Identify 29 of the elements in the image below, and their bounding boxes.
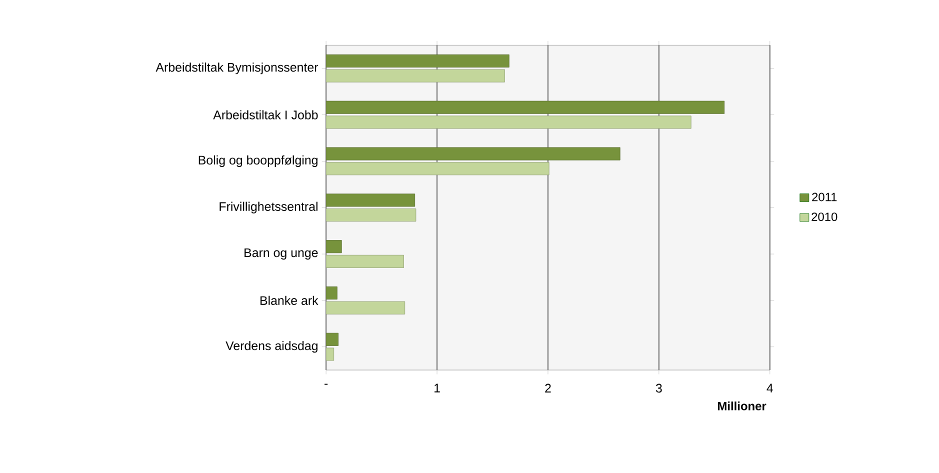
bar	[326, 332, 338, 346]
bar	[326, 116, 692, 129]
y-tick-label: Blanke ark	[260, 296, 318, 305]
bar	[326, 254, 404, 268]
bar	[326, 147, 620, 160]
bar	[326, 162, 550, 176]
bar	[326, 208, 416, 222]
x-tick-label: 2	[545, 384, 551, 392]
bar	[326, 100, 725, 114]
x-tick-label: 3	[656, 384, 662, 393]
y-tick-label: Verdens aidsdag	[226, 340, 318, 353]
y-tick-label: Arbeidstiltak Bymisjonssenter	[156, 62, 318, 74]
x-tick-label: -	[324, 384, 328, 385]
bar	[326, 194, 416, 207]
x-tick-label: 4	[766, 384, 773, 392]
bar	[326, 240, 342, 254]
bar	[326, 348, 334, 361]
legend-label: 2011	[812, 192, 837, 202]
x-axis-title: Millioner	[718, 401, 766, 410]
y-tick-label: Bolig og booppfølging	[198, 155, 318, 167]
y-tick-label: Frivillighetssentral	[220, 202, 318, 214]
bar	[326, 286, 338, 300]
y-tick-label: Barn og unge	[244, 248, 318, 260]
legend-label: 2010	[812, 212, 838, 221]
bar	[326, 69, 505, 82]
bar	[326, 54, 510, 68]
y-tick-label: Arbeidstiltak I Jobb	[213, 110, 318, 120]
x-tick-label: 1	[434, 384, 440, 392]
bar	[326, 301, 406, 314]
